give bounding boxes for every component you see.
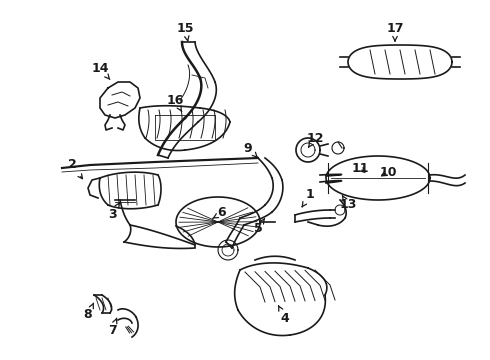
Text: 14: 14 (91, 62, 110, 80)
Text: 12: 12 (306, 131, 324, 147)
Text: 13: 13 (339, 195, 357, 211)
Text: 16: 16 (166, 94, 184, 112)
Text: 10: 10 (379, 166, 397, 179)
Text: 3: 3 (108, 203, 120, 221)
Text: 2: 2 (68, 158, 82, 179)
Text: 7: 7 (108, 318, 117, 337)
Text: 6: 6 (213, 207, 226, 220)
Text: 5: 5 (254, 219, 265, 234)
Text: 4: 4 (278, 306, 290, 324)
Text: 1: 1 (302, 189, 315, 207)
Text: 17: 17 (386, 22, 404, 41)
Text: 15: 15 (176, 22, 194, 41)
Text: 11: 11 (351, 162, 369, 175)
Text: 8: 8 (84, 303, 94, 321)
Text: 9: 9 (244, 141, 257, 157)
